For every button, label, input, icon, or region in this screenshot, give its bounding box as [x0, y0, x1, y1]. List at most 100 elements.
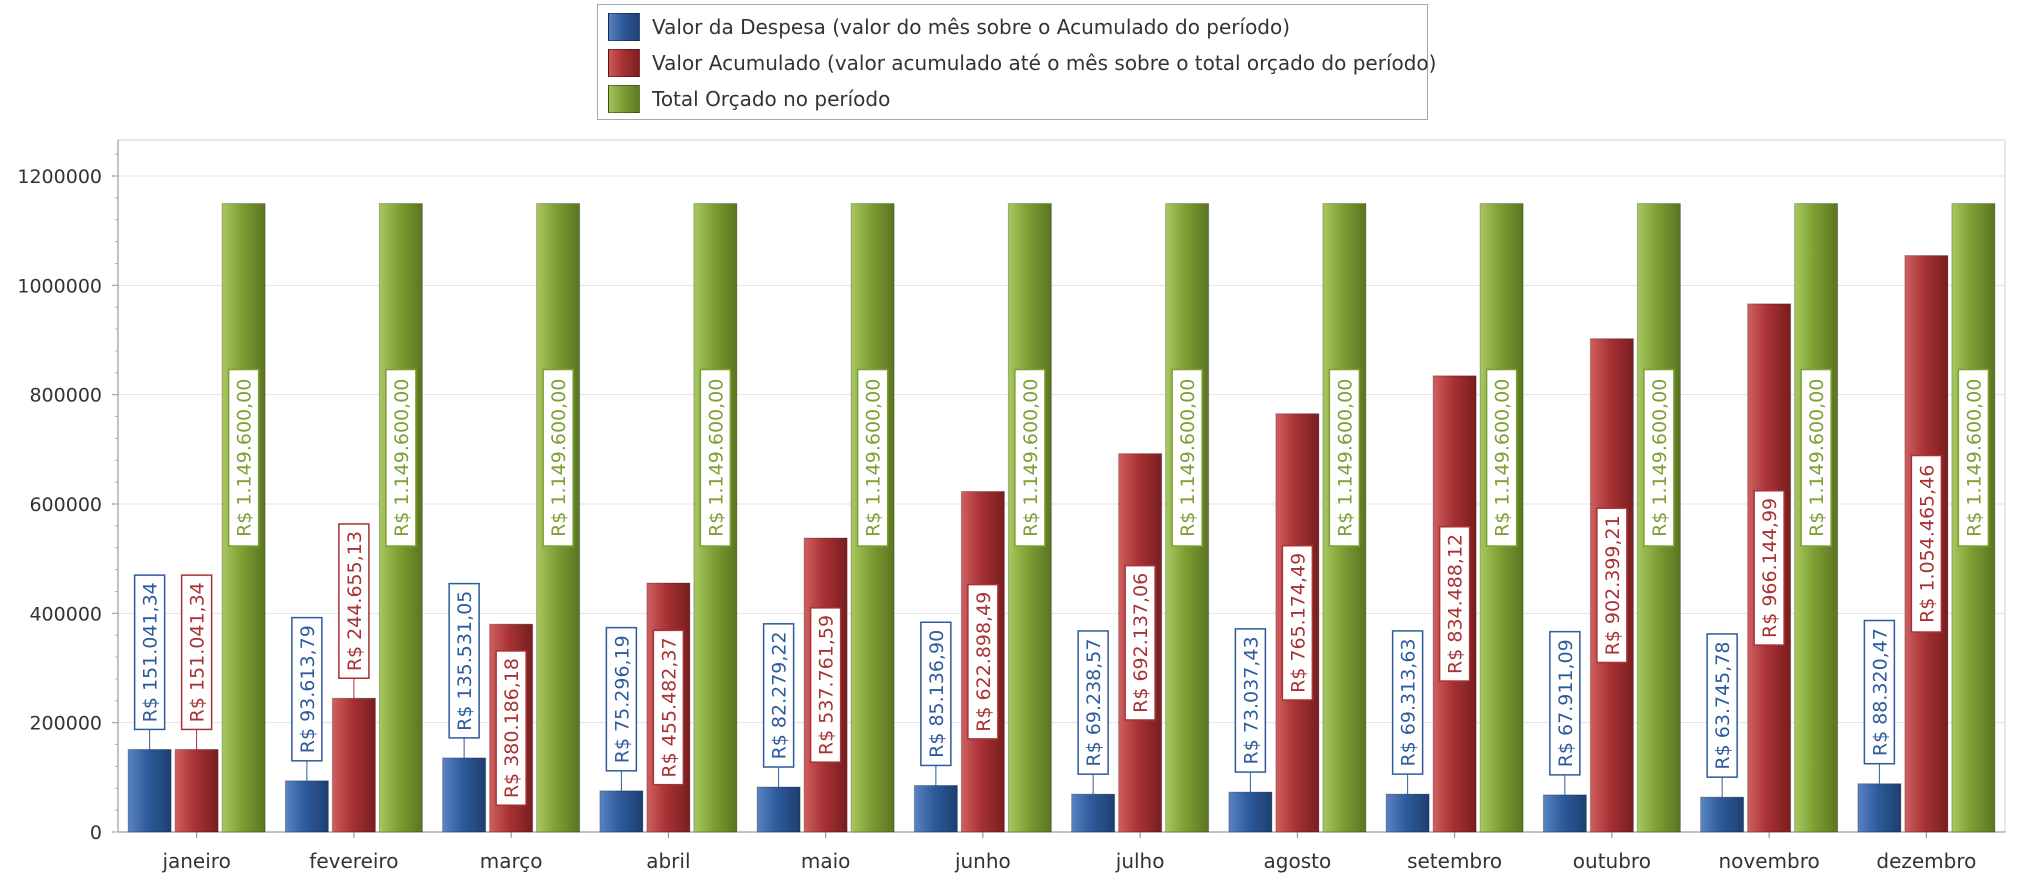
- bar-series-0: [1385, 793, 1430, 833]
- data-label-text: R$ 1.149.600,00: [1334, 379, 1356, 537]
- data-label-series-1: R$ 966.144,99: [1753, 490, 1785, 646]
- data-label-box: [1485, 368, 1518, 547]
- data-label-text: R$ 380.186,18: [501, 658, 523, 798]
- data-label-series-0: R$ 135.531,05: [448, 582, 480, 739]
- data-label-box: [1281, 544, 1314, 701]
- data-label-series-0: R$ 82.279,22: [762, 623, 795, 768]
- data-label-text: R$ 537.761,59: [816, 615, 838, 755]
- data-label-box: [1124, 564, 1156, 721]
- data-label-series-1: R$ 834.488,12: [1438, 526, 1471, 682]
- data-label-series-2: R$ 1.149.600,00: [1800, 368, 1832, 547]
- x-category-label: janeiro: [161, 849, 230, 873]
- data-label-series-2: R$ 1.149.600,00: [385, 368, 417, 547]
- data-label-series-2: R$ 1.149.600,00: [699, 368, 732, 547]
- data-label-text: R$ 1.149.600,00: [1177, 379, 1199, 537]
- data-label-series-0: R$ 85.136,90: [920, 621, 952, 767]
- data-label-series-2: R$ 1.149.600,00: [227, 368, 260, 547]
- legend-item-acumulado: Valor Acumulado (valor acumulado até o m…: [608, 47, 1436, 79]
- data-label-text: R$ 455.482,37: [658, 637, 680, 777]
- data-label-series-2: R$ 1.149.600,00: [856, 368, 889, 547]
- data-label-series-2: R$ 1.149.600,00: [542, 368, 574, 547]
- legend-swatch-acumulado: [608, 49, 640, 77]
- data-label-text: R$ 1.149.600,00: [1492, 379, 1514, 537]
- data-label-series-2: R$ 1.149.600,00: [1485, 368, 1518, 547]
- data-label-series-2: R$ 1.149.600,00: [1014, 368, 1046, 547]
- data-label-series-1: R$ 455.482,37: [652, 629, 685, 786]
- x-category-label: junho: [954, 849, 1011, 873]
- data-label-text: R$ 85.136,90: [926, 630, 948, 758]
- y-tick-label: 200000: [29, 713, 102, 735]
- data-label-text: R$ 1.149.600,00: [548, 379, 570, 537]
- axes: 0 200000 400000 600000 800000 1000000 1200000 j…: [17, 140, 2005, 873]
- data-label-series-1: R$ 1.054.465,46: [1910, 454, 1943, 633]
- data-label-text: R$ 151.041,34: [187, 582, 209, 722]
- bar-series-0: [284, 780, 329, 833]
- data-label-box: [1643, 368, 1675, 547]
- data-labels: R$ 151.041,34 R$ 151.041,34 R$ 1.149.600,0…: [133, 368, 1990, 806]
- data-label-text: R$ 966.144,99: [1759, 498, 1781, 638]
- data-label-series-0: R$ 63.745,78: [1706, 633, 1738, 778]
- data-label-box: [652, 629, 685, 786]
- data-label-text: R$ 1.149.600,00: [1806, 379, 1828, 537]
- data-label-box: [542, 368, 574, 547]
- data-label-series-1: R$ 765.174,49: [1281, 544, 1314, 701]
- data-label-text: R$ 1.149.600,00: [234, 379, 256, 537]
- x-category-label: outubro: [1573, 849, 1651, 873]
- data-label-text: R$ 135.531,05: [454, 591, 476, 731]
- bar-series-0: [756, 786, 801, 833]
- bar-series-0: [1542, 794, 1587, 833]
- data-label-text: R$ 73.037,43: [1240, 636, 1262, 764]
- y-tick-label: 400000: [29, 603, 102, 625]
- data-label-series-2: R$ 1.149.600,00: [1957, 368, 1990, 547]
- bar-series-0: [599, 790, 644, 833]
- y-tick-label: 800000: [29, 385, 102, 407]
- data-label-text: R$ 69.238,57: [1083, 639, 1105, 767]
- data-label-series-2: R$ 1.149.600,00: [1328, 368, 1361, 547]
- data-label-box: [1800, 368, 1832, 547]
- data-label-text: R$ 622.898,49: [973, 592, 995, 732]
- data-label-text: R$ 244.655,13: [344, 531, 366, 671]
- data-label-series-1: R$ 692.137,06: [1124, 564, 1156, 721]
- data-label-series-1: R$ 380.186,18: [495, 650, 527, 806]
- data-label-text: R$ 1.149.600,00: [1020, 379, 1042, 537]
- data-label-box: [1438, 526, 1471, 682]
- data-label-text: R$ 1.149.600,00: [705, 379, 727, 537]
- data-label-text: R$ 692.137,06: [1130, 573, 1152, 713]
- data-label-series-0: R$ 88.320,47: [1863, 619, 1896, 765]
- data-label-text: R$ 75.296,19: [611, 635, 633, 763]
- data-label-series-1: R$ 244.655,13: [338, 523, 370, 680]
- data-label-text: R$ 151.041,34: [140, 582, 162, 722]
- data-label-box: [495, 650, 527, 806]
- data-label-text: R$ 765.174,49: [1287, 553, 1309, 693]
- bar-series-0: [127, 748, 172, 833]
- data-label-box: [1753, 490, 1785, 646]
- data-label-series-0: R$ 69.313,63: [1391, 630, 1424, 775]
- data-label-box: [1596, 507, 1628, 664]
- data-label-series-0: R$ 67.911,09: [1549, 630, 1581, 776]
- data-label-series-1: R$ 537.761,59: [809, 607, 842, 763]
- data-label-series-2: R$ 1.149.600,00: [1171, 368, 1203, 547]
- x-category-label: dezembro: [1876, 849, 1976, 873]
- data-label-box: [1910, 454, 1943, 633]
- y-tick-label: 1000000: [17, 275, 102, 297]
- y-tick-label: 600000: [29, 494, 102, 516]
- y-tick-label: 0: [90, 822, 102, 844]
- legend-label-acumulado: Valor Acumulado (valor acumulado até o m…: [652, 51, 1437, 75]
- data-label-box: [227, 368, 260, 547]
- bar-series-0: [1071, 793, 1116, 833]
- data-label-series-0: R$ 151.041,34: [133, 574, 166, 731]
- data-label-text: R$ 1.149.600,00: [1649, 379, 1671, 537]
- bar-series-0: [913, 784, 958, 833]
- bar-series-0: [1857, 783, 1902, 833]
- data-label-box: [856, 368, 889, 547]
- data-label-series-0: R$ 75.296,19: [605, 626, 638, 772]
- y-tick-label: 1200000: [17, 166, 102, 188]
- legend-label-orcado: Total Orçado no período: [652, 87, 891, 111]
- data-label-text: R$ 902.399,21: [1602, 515, 1624, 655]
- legend-item-orcado: Total Orçado no período: [608, 83, 890, 115]
- data-label-box: [1014, 368, 1046, 547]
- data-label-box: [809, 607, 842, 763]
- x-category-label: agosto: [1264, 849, 1332, 873]
- data-label-box: [385, 368, 417, 547]
